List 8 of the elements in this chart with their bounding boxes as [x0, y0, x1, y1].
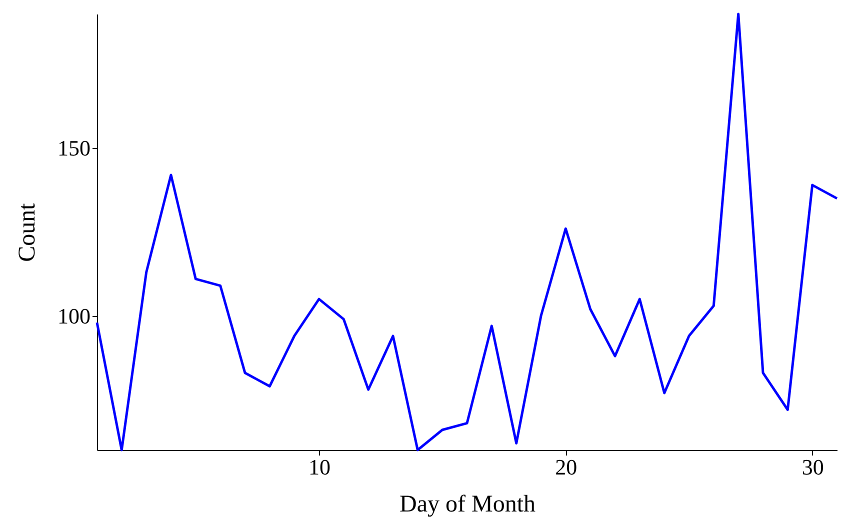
y-tick-label: 100 — [58, 303, 90, 328]
line-series — [96, 12, 838, 452]
x-tick-label: 10 — [308, 454, 330, 480]
y-axis-title: Count — [14, 202, 40, 262]
y-tick-label: 150 — [58, 136, 90, 161]
x-tick-label: 20 — [555, 454, 578, 480]
x-tick-label: 30 — [802, 454, 824, 480]
x-axis-title: Day of Month — [400, 492, 536, 518]
